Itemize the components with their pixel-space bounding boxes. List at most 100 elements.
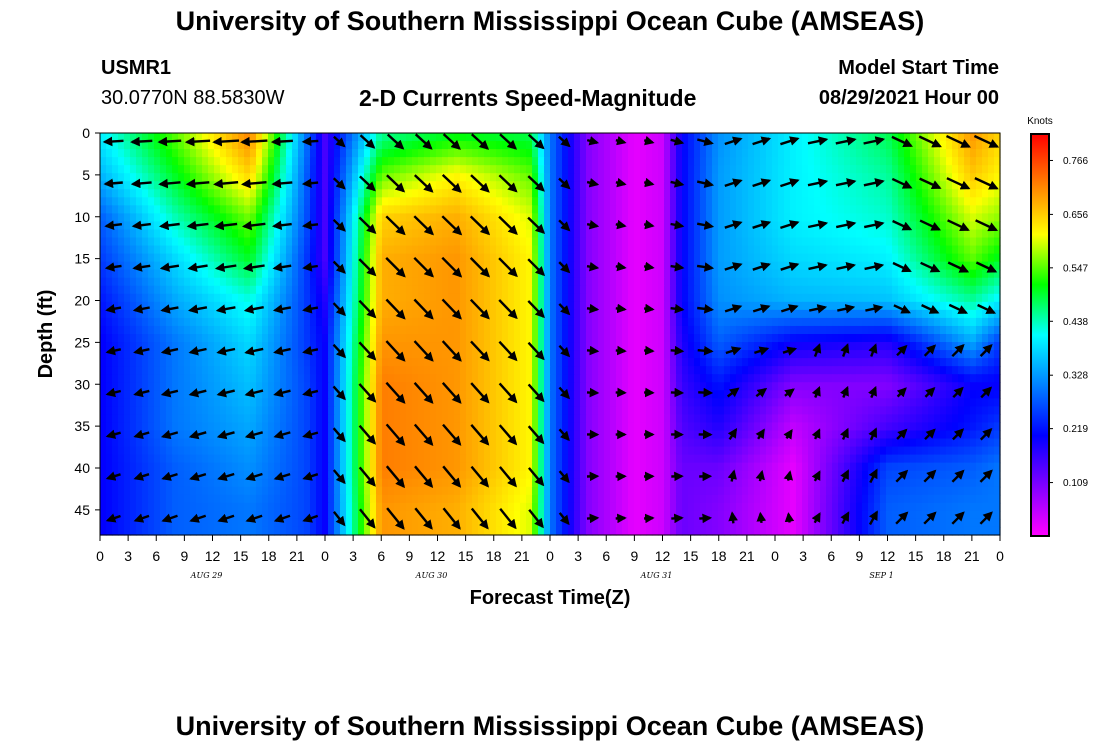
heatmap-cell [100, 293, 107, 303]
heatmap-cell [706, 133, 713, 142]
heatmap-cell [976, 293, 983, 303]
heatmap-cell [928, 366, 935, 375]
heatmap-cell [424, 237, 431, 247]
heatmap-cell [814, 173, 821, 182]
heatmap-cell [538, 253, 545, 263]
heatmap-cell [640, 301, 647, 311]
heatmap-cell [262, 382, 269, 391]
heatmap-cell [826, 350, 833, 359]
heatmap-cell [304, 269, 311, 279]
heatmap-cell [502, 181, 509, 190]
heatmap-cell [520, 301, 527, 311]
heatmap-cell [616, 253, 623, 263]
heatmap-cell [442, 269, 449, 279]
heatmap-cell [898, 229, 905, 239]
heatmap-cell [664, 390, 671, 399]
heatmap-cell [430, 149, 437, 158]
heatmap-cell [442, 245, 449, 255]
heatmap-cell [652, 261, 659, 271]
heatmap-cell [886, 317, 893, 327]
heatmap-cell [202, 221, 209, 231]
heatmap-cell [364, 149, 371, 158]
heatmap-cell [154, 133, 161, 142]
heatmap-cell [568, 189, 575, 198]
heatmap-cell [262, 325, 269, 335]
heatmap-cell [454, 237, 461, 247]
heatmap-cell [316, 197, 323, 206]
heatmap-cell [106, 197, 113, 206]
heatmap-cell [196, 269, 203, 279]
heatmap-cell [724, 149, 731, 158]
heatmap-cell [118, 342, 125, 351]
heatmap-cell [316, 277, 323, 287]
heatmap-cell [166, 165, 173, 174]
heatmap-cell [610, 358, 617, 367]
heatmap-cell [370, 334, 377, 343]
heatmap-cell [778, 261, 785, 271]
heatmap-cell [904, 285, 911, 295]
heatmap-cell [772, 285, 779, 295]
heatmap-cell [712, 229, 719, 239]
heatmap-cell [742, 149, 749, 158]
heatmap-cell [232, 382, 239, 391]
heatmap-cell [700, 173, 707, 182]
heatmap-cell [478, 301, 485, 311]
heatmap-cell [172, 141, 179, 150]
heatmap-cell [970, 245, 977, 255]
heatmap-cell [598, 141, 605, 150]
heatmap-cell [850, 390, 857, 399]
heatmap-cell [376, 269, 383, 279]
heatmap-cell [568, 165, 575, 174]
heatmap-cell [970, 141, 977, 150]
heatmap-cell [448, 309, 455, 319]
heatmap-cell [166, 269, 173, 279]
heatmap-cell [328, 173, 335, 182]
heatmap-cell [820, 309, 827, 319]
heatmap-cell [880, 285, 887, 295]
heatmap-cell [466, 366, 473, 375]
heatmap-cell [520, 309, 527, 319]
heatmap-cell [940, 237, 947, 247]
heatmap-cell [358, 253, 365, 263]
heatmap-cell [334, 133, 341, 142]
heatmap-cell [130, 269, 137, 279]
heatmap-cell [268, 165, 275, 174]
heatmap-cell [748, 229, 755, 239]
heatmap-cell [856, 390, 863, 399]
heatmap-cell [478, 165, 485, 174]
heatmap-cell [220, 237, 227, 247]
heatmap-cell [604, 165, 611, 174]
heatmap-cell [256, 245, 263, 255]
heatmap-cell [664, 277, 671, 287]
heatmap-cell [118, 197, 125, 206]
heatmap-cell [130, 317, 137, 327]
heatmap-cell [814, 253, 821, 263]
heatmap-cell [712, 317, 719, 327]
heatmap-cell [910, 293, 917, 303]
heatmap-cell [436, 149, 443, 158]
heatmap-cell [826, 133, 833, 142]
heatmap-cell [736, 334, 743, 343]
heatmap-cell [784, 173, 791, 182]
heatmap-cell [640, 366, 647, 375]
heatmap-cell [952, 141, 959, 150]
heatmap-cell [694, 342, 701, 351]
heatmap-cell [610, 237, 617, 247]
heatmap-cell [160, 237, 167, 247]
heatmap-cell [820, 366, 827, 375]
heatmap-cell [958, 205, 965, 214]
heatmap-cell [556, 350, 563, 359]
heatmap-cell [886, 165, 893, 174]
heatmap-cell [622, 269, 629, 279]
heatmap-cell [304, 245, 311, 255]
heatmap-cell [526, 317, 533, 327]
heatmap-cell [202, 301, 209, 311]
heatmap-cell [268, 253, 275, 263]
heatmap-cell [556, 358, 563, 367]
heatmap-cell [694, 197, 701, 206]
heatmap-cell [532, 358, 539, 367]
heatmap-cell [970, 269, 977, 279]
heatmap-cell [748, 133, 755, 142]
heatmap-cell [172, 189, 179, 198]
heatmap-cell [340, 245, 347, 255]
